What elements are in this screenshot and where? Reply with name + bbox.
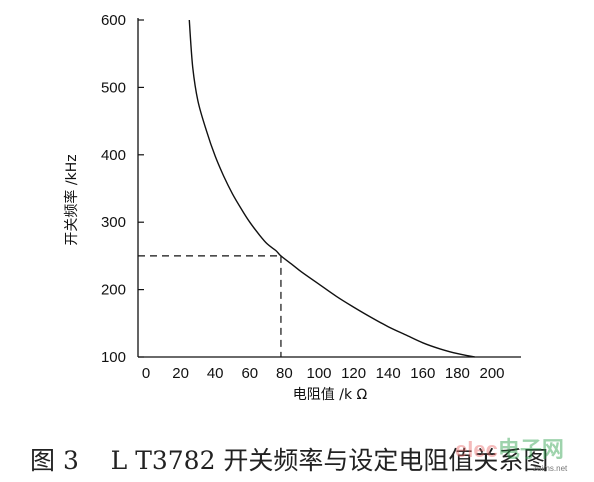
x-tick-label: 160 [410,365,435,382]
x-tick-label: 60 [241,365,258,382]
y-tick-label: 100 [101,349,126,366]
x-tick-label: 200 [479,365,504,382]
y-tick-label: 500 [101,79,126,96]
x-tick-label: 140 [376,365,401,382]
y-tick-label: 200 [101,282,126,299]
x-tick-label: 0 [142,365,150,382]
x-tick-label: 100 [306,365,331,382]
x-axis-label: 电阻值 /k Ω [293,387,368,403]
y-ticks: 100 200 300 400 500 600 [101,12,144,366]
x-ticks: 0 20 40 60 80 100 120 140 160 180 200 [142,365,505,382]
y-tick-label: 400 [101,147,126,164]
y-tick-label: 600 [101,12,126,29]
x-tick-label: 20 [172,365,189,382]
watermark-url: zuims.net [533,464,568,473]
y-tick-label: 300 [101,214,126,231]
x-tick-label: 120 [341,365,366,382]
frequency-curve [188,19,475,358]
watermark-logo: elec电子网 [455,432,564,464]
chart: 0 20 40 60 80 100 120 140 160 180 200 100 200 300 400… [63,12,521,403]
y-axis-label: 开关频率 /kHz [63,154,80,245]
x-tick-label: 40 [207,365,224,382]
watermark-sub: 电子网 [497,437,564,462]
x-tick-label: 180 [445,365,470,382]
watermark-main: elec [455,437,498,462]
figure-caption: 图 3 L T3782 开关频率与设定电阻值关系图 [30,446,549,475]
x-tick-label: 80 [276,365,293,382]
